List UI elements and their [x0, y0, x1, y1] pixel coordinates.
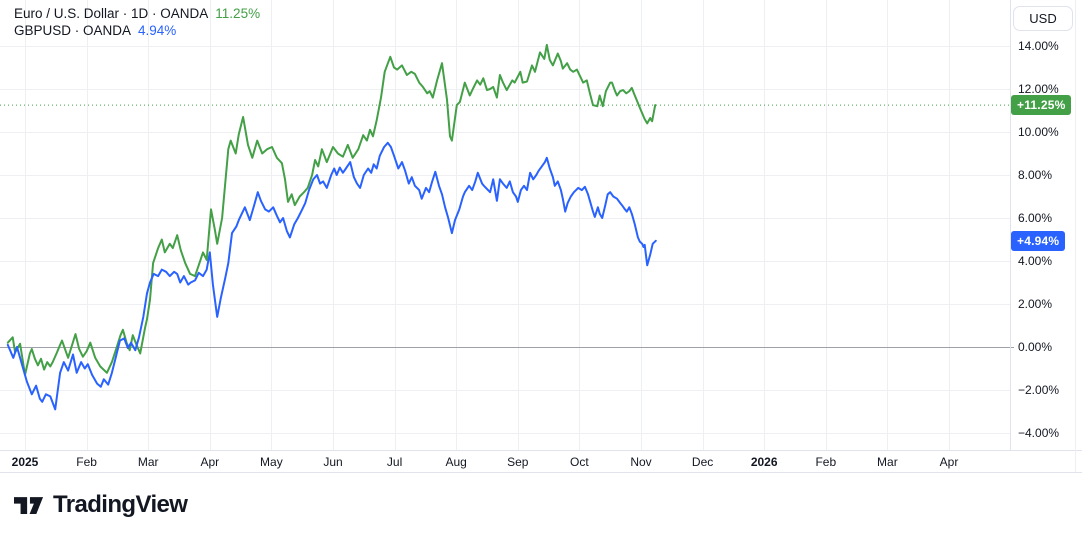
legend-series-gbpusd[interactable]: GBPUSD · OANDA 4.94%: [14, 22, 260, 39]
series-line-gbpusd[interactable]: [6, 141, 657, 411]
time-axis-label: Jun: [323, 455, 343, 469]
time-axis-label: Aug: [445, 455, 467, 469]
time-axis-label: Dec: [691, 455, 714, 469]
tradingview-logo[interactable]: TradingView: [14, 491, 188, 519]
series-line-eurusd[interactable]: [6, 43, 657, 376]
currency-unit-button[interactable]: USD: [1013, 6, 1073, 31]
price-axis-label: 8.00%: [1018, 168, 1053, 182]
price-axis-label: 2.00%: [1018, 297, 1053, 311]
series-change-gbpusd: 4.94%: [138, 23, 177, 38]
last-value-badge-gbpusd: +4.94%: [1011, 230, 1066, 251]
time-axis-label: Apr: [200, 455, 220, 469]
price-axis-label: −2.00%: [1018, 383, 1060, 397]
series-title-eurusd: Euro / U.S. Dollar · 1D · OANDA: [14, 6, 209, 21]
time-axis-label: Mar: [137, 455, 159, 469]
time-axis-label: 2026: [750, 455, 778, 469]
time-axis-label: Nov: [630, 455, 652, 469]
tradingview-logo-icon: [14, 496, 44, 514]
time-axis-label: Jul: [386, 455, 403, 469]
series-title-gbpusd: GBPUSD · OANDA: [14, 23, 132, 38]
time-axis-label: Apr: [939, 455, 959, 469]
time-axis-label: Oct: [570, 455, 589, 469]
price-axis-label: 10.00%: [1018, 125, 1059, 139]
time-axis-label: May: [260, 455, 283, 469]
price-chart-canvas[interactable]: [0, 0, 1082, 480]
price-axis-label: −4.00%: [1018, 426, 1060, 440]
legend-series-eurusd[interactable]: Euro / U.S. Dollar · 1D · OANDA 11.25%: [14, 5, 260, 22]
time-axis-label: Sep: [507, 455, 529, 469]
time-axis-label: Feb: [815, 455, 837, 469]
time-axis-label: 2025: [11, 455, 39, 469]
time-axis-label: Feb: [76, 455, 97, 469]
price-axis-label: 0.00%: [1018, 340, 1053, 354]
price-axis-label: 6.00%: [1018, 211, 1053, 225]
price-axis-label: 4.00%: [1018, 254, 1053, 268]
legend: Euro / U.S. Dollar · 1D · OANDA 11.25% G…: [14, 5, 260, 39]
footer: TradingView: [14, 491, 188, 519]
price-axis-label: 12.00%: [1018, 82, 1059, 96]
time-axis-label: Mar: [877, 455, 898, 469]
tradingview-logo-text: TradingView: [53, 491, 188, 518]
price-axis-label: 14.00%: [1018, 39, 1059, 53]
series-change-eurusd: 11.25%: [215, 6, 261, 21]
last-value-badge-eurusd: +11.25%: [1011, 95, 1072, 116]
